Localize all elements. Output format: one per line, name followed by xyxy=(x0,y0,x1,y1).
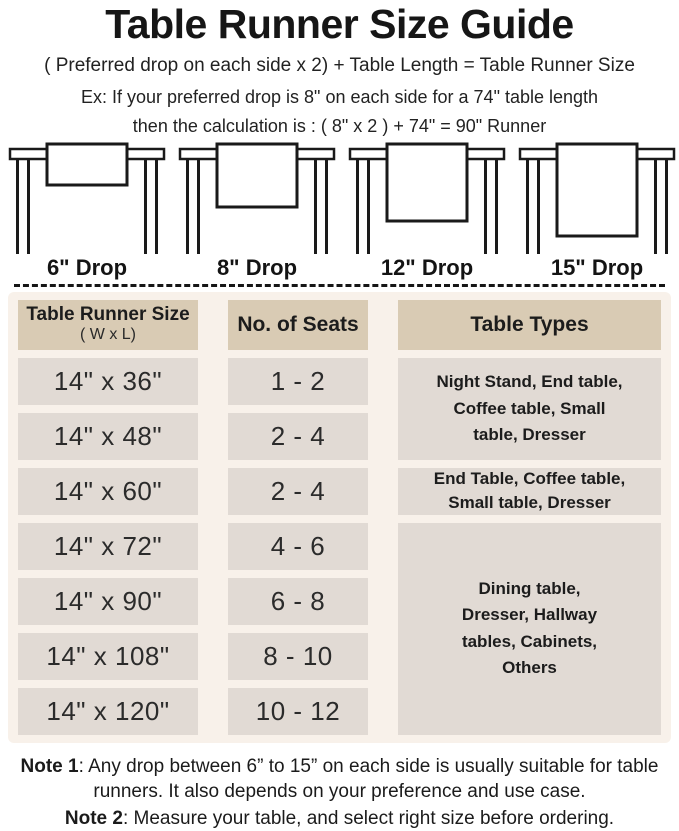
header: Table Runner Size Guide ( Preferred drop… xyxy=(0,0,679,138)
formula-line: ( Preferred drop on each side x 2) + Tab… xyxy=(44,55,635,77)
note-1-text: : Any drop between 6” to 15” on each sid… xyxy=(78,755,659,802)
table-row-size: 14" x 48" xyxy=(18,412,198,460)
drop-figure-12: 12" Drop xyxy=(342,142,512,281)
table-row-seats: 2 - 4 xyxy=(228,467,368,515)
column-header-size: Table Runner Size ( W x L) xyxy=(18,299,198,350)
table-row-size: 14" x 36" xyxy=(18,357,198,405)
note-1: Note 1: Any drop between 6” to 15” on ea… xyxy=(6,754,673,804)
drop-illustrations: 6" Drop 8" Drop 12" Drop xyxy=(0,138,679,281)
table-row-seats: 1 - 2 xyxy=(228,357,368,405)
drop-figure-8: 8" Drop xyxy=(172,142,342,281)
dashed-divider xyxy=(14,283,665,287)
drop-figure-15: 15" Drop xyxy=(512,142,679,281)
table-row-size: 14" x 72" xyxy=(18,522,198,570)
drop-figure-6: 6" Drop xyxy=(2,142,172,281)
footer-notes: Note 1: Any drop between 6” to 15” on ea… xyxy=(6,754,673,831)
table-row-seats: 10 - 12 xyxy=(228,687,368,735)
drop-label: 15" Drop xyxy=(550,254,644,280)
note-2-text: : Measure your table, and select right s… xyxy=(122,807,615,829)
table-runner-drawing-icon xyxy=(348,142,506,254)
table-row-size: 14" x 108" xyxy=(18,632,198,680)
column-header-size-title: Table Runner Size xyxy=(26,304,190,326)
table-runner-drawing-icon xyxy=(518,142,676,254)
page-title: Table Runner Size Guide xyxy=(105,1,574,47)
note-2-label: Note 2 xyxy=(64,807,123,829)
column-header-types: Table Types xyxy=(398,299,661,350)
table-types-group-large: Dining table, Dresser, Hallway tables, C… xyxy=(398,522,661,735)
table-row-seats: 6 - 8 xyxy=(228,577,368,625)
drop-label: 6" Drop xyxy=(46,254,128,280)
table-row-seats: 8 - 10 xyxy=(228,632,368,680)
drop-label: 8" Drop xyxy=(216,254,298,280)
table-row-size: 14" x 60" xyxy=(18,467,198,515)
note-1-label: Note 1 xyxy=(20,755,79,777)
note-2: Note 2: Measure your table, and select r… xyxy=(6,806,673,831)
example-line-2: then the calculation is : ( 8" x 2 ) + 7… xyxy=(132,116,547,137)
table-runner-drawing-icon xyxy=(178,142,336,254)
column-header-size-subtitle: ( W x L) xyxy=(80,326,136,344)
table-runner-drawing-icon xyxy=(8,142,166,254)
table-row-seats: 2 - 4 xyxy=(228,412,368,460)
table-types-group-medium: End Table, Coffee table, Small table, Dr… xyxy=(398,467,661,515)
table-row-size: 14" x 120" xyxy=(18,687,198,735)
table-types-group-small: Night Stand, End table, Coffee table, Sm… xyxy=(398,357,661,460)
column-header-seats: No. of Seats xyxy=(228,299,368,350)
drop-label: 12" Drop xyxy=(380,254,474,280)
table-row-size: 14" x 90" xyxy=(18,577,198,625)
size-guide-table: Table Runner Size ( W x L) No. of Seats … xyxy=(8,291,671,743)
table-row-seats: 4 - 6 xyxy=(228,522,368,570)
example-line-1: Ex: If your preferred drop is 8" on each… xyxy=(80,86,599,107)
